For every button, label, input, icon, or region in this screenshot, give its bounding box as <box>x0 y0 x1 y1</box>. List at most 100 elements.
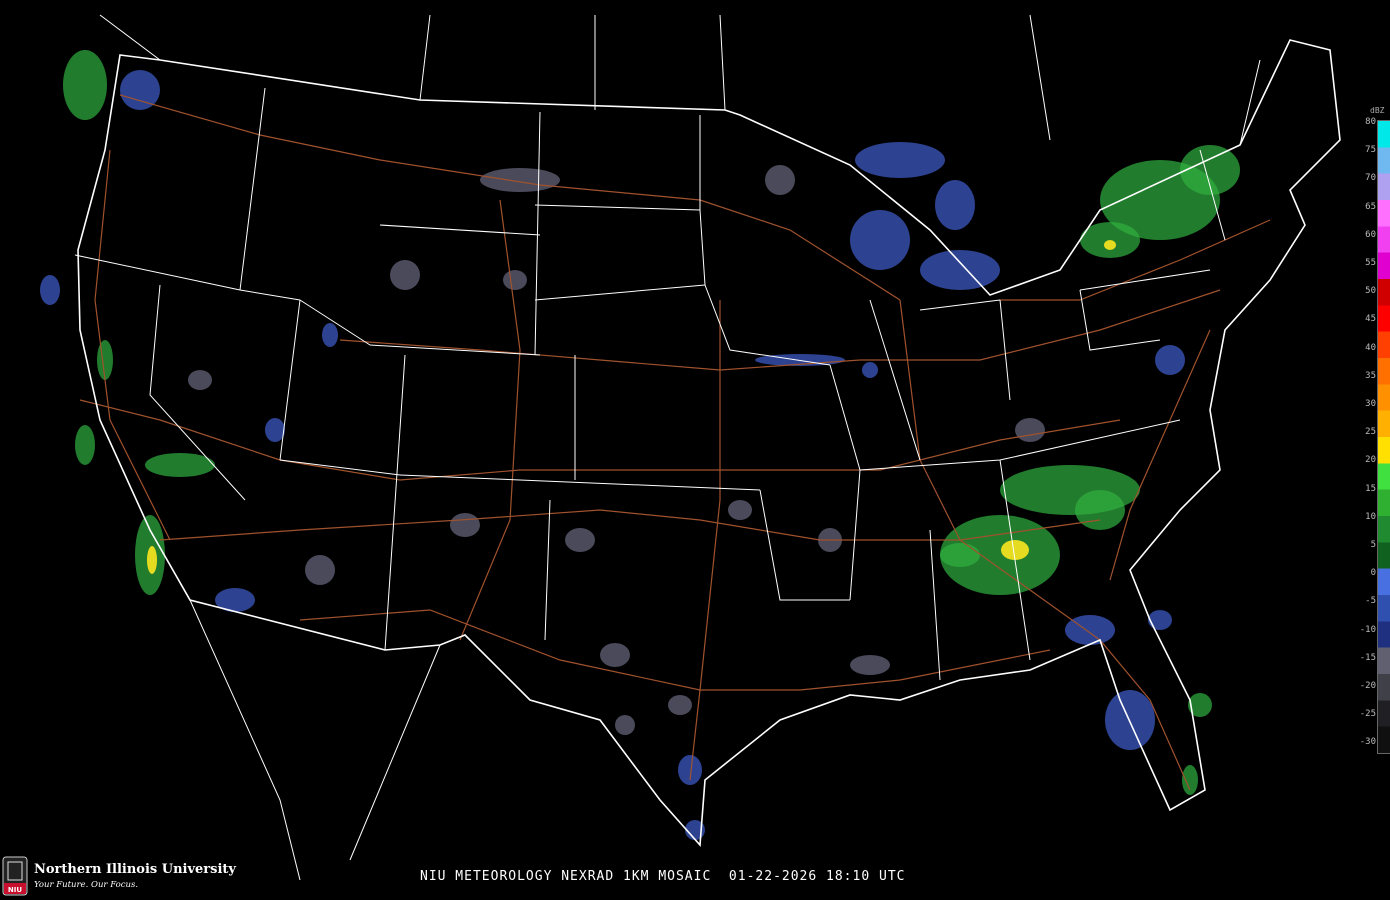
state-border-line <box>1079 289 1161 351</box>
radar-echo-blue <box>920 250 1000 290</box>
state-border-line <box>74 254 241 291</box>
us-coastline-border <box>77 39 1341 847</box>
state-border-line <box>239 87 266 291</box>
state-border-line <box>279 299 301 461</box>
radar-echo-green <box>940 543 980 567</box>
radar-echo-blue <box>322 323 338 347</box>
state-border-line <box>849 469 861 601</box>
highway-line <box>689 300 721 781</box>
radar-echo-gray <box>668 695 692 715</box>
country-border-line <box>719 14 726 111</box>
radar-echo-green <box>97 340 113 380</box>
state-border-line <box>544 499 551 641</box>
state-border-line <box>379 224 541 236</box>
state-border-line <box>869 299 921 461</box>
legend-tick: 75 <box>1365 145 1376 156</box>
state-border-line <box>299 299 371 346</box>
state-border-line <box>759 489 850 601</box>
legend-tick: 20 <box>1365 455 1376 466</box>
radar-echo-gray <box>1015 418 1045 442</box>
state-border-line <box>929 529 941 681</box>
state-border-line <box>999 299 1011 401</box>
radar-echo-blue <box>678 755 702 785</box>
legend-tick: 15 <box>1365 483 1376 494</box>
radar-echo-gray <box>615 715 635 735</box>
radar-echo-blue <box>850 210 910 270</box>
highway-line <box>94 149 171 541</box>
state-border-line <box>149 284 246 501</box>
radar-echo-blue <box>1148 610 1172 630</box>
legend-tick: 25 <box>1365 427 1376 438</box>
radar-echo-gray <box>450 513 480 537</box>
radar-echo-yellow <box>147 546 157 574</box>
radar-echo-green <box>1180 145 1240 195</box>
radar-echo-gray <box>305 555 335 585</box>
university-tagline: Your Future. Our Focus. <box>34 880 139 890</box>
country-border-line <box>349 644 441 861</box>
radar-echo-gray <box>390 260 420 290</box>
radar-echo-blue <box>1105 690 1155 750</box>
legend-tick: 65 <box>1365 201 1376 212</box>
legend-tick: 50 <box>1365 286 1376 297</box>
niu-logo-icon: NIU <box>2 856 28 896</box>
legend-tick: 55 <box>1365 258 1376 268</box>
state-border-line <box>399 474 761 491</box>
radar-echo-yellow <box>1001 540 1029 560</box>
legend-unit: dBZ <box>1370 106 1385 115</box>
radar-echo-green <box>1075 490 1125 530</box>
radar-echo-blue <box>862 362 878 378</box>
radar-echo-gray <box>503 270 527 290</box>
legend-tick: -5 <box>1365 596 1376 607</box>
country-border-line <box>419 14 431 101</box>
legend-tick: 80 <box>1365 117 1376 127</box>
legend-tick: 35 <box>1365 370 1376 381</box>
legend-tick: 45 <box>1365 314 1376 325</box>
state-border-line <box>534 284 706 301</box>
radar-echo-blue <box>120 70 160 110</box>
legend-tick: 0 <box>1370 568 1376 579</box>
radar-echo-gray <box>600 643 630 667</box>
legend-tick: 60 <box>1365 229 1376 240</box>
legend-tick: 5 <box>1370 540 1376 550</box>
state-border-line <box>829 364 861 471</box>
radar-echo-gray <box>480 168 560 192</box>
state-border-line <box>999 459 1031 661</box>
legend-tick: -20 <box>1359 681 1376 691</box>
highway-line <box>119 94 901 301</box>
country-border-line <box>1029 14 1051 141</box>
country-border-line <box>189 599 301 881</box>
radar-echo-blue <box>1065 615 1115 645</box>
radar-echo-blue <box>855 142 945 178</box>
state-border-line <box>534 204 701 211</box>
radar-echo-blue <box>1155 345 1185 375</box>
state-border-line <box>919 299 1001 311</box>
dbz-color-bar <box>1377 120 1390 754</box>
state-border-line <box>239 289 301 301</box>
highway-line <box>339 289 1221 371</box>
country-border-line <box>99 14 161 61</box>
university-name: Northern Illinois University <box>34 862 236 877</box>
legend-tick: -25 <box>1359 709 1376 720</box>
radar-echo-gray <box>728 500 752 520</box>
state-border-line <box>384 354 406 651</box>
highway-line <box>79 399 1121 481</box>
legend-tick: -15 <box>1359 652 1376 663</box>
state-border-line <box>534 111 541 356</box>
radar-echo-gray <box>765 165 795 195</box>
radar-echo-green <box>145 453 215 477</box>
legend-tick: -10 <box>1359 624 1376 635</box>
radar-echo-gray <box>188 370 212 390</box>
radar-echo-blue <box>265 418 285 442</box>
radar-echo-gray <box>565 528 595 552</box>
radar-echo-green <box>1182 765 1198 795</box>
svg-text:NIU: NIU <box>8 886 22 894</box>
state-border-line <box>279 459 401 476</box>
highway-line <box>1109 329 1211 581</box>
legend-tick: 30 <box>1365 399 1376 409</box>
radar-echo-blue <box>40 275 60 305</box>
legend-tick: 70 <box>1365 173 1376 184</box>
radar-echo-yellow <box>1104 240 1116 250</box>
legend-tick: 40 <box>1365 342 1376 353</box>
